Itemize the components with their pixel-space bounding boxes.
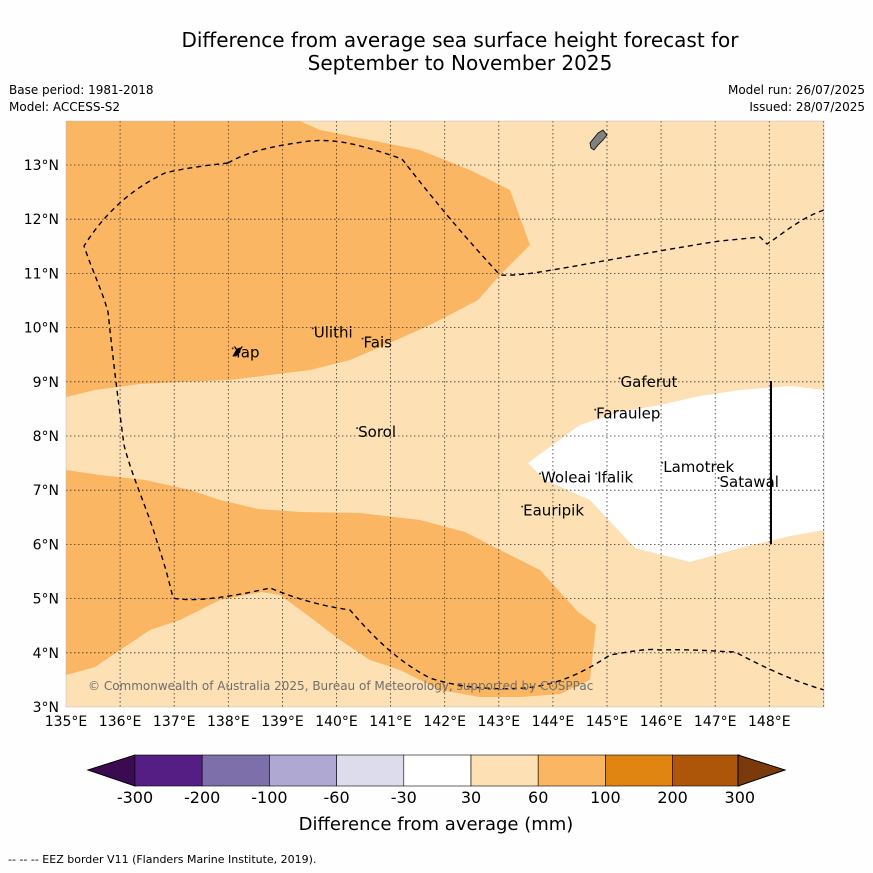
yap-land-shape [232, 347, 241, 357]
colorbar-bin [336, 754, 405, 787]
longitude-label: 136°E [99, 714, 142, 730]
colorbar-bin [201, 754, 270, 787]
colorbar-title: Difference from average (mm) [299, 814, 574, 835]
colorbar-tick-label: 60 [528, 788, 548, 807]
longitude-label: 139°E [261, 714, 304, 730]
colorbar-tick-label: 100 [590, 788, 621, 807]
guam-land-shape [589, 129, 608, 151]
place-label-ifalik: Ifalik [597, 469, 633, 487]
place-label-ulithi: Ulithi [314, 323, 353, 341]
latitude-label: 8°N [33, 429, 59, 445]
latitude-labels: 3°N 4°N 5°N 6°N 7°N 8°N 9°N 10°N 11°N 12°N 13°N [24, 158, 59, 716]
latitude-label: 6°N [33, 537, 59, 553]
colorbar-bin [672, 754, 741, 787]
model-run-date: Model run: 26/07/2025 [727, 83, 865, 97]
place-label-fais: Fais [364, 334, 393, 352]
colorbar-bin [605, 754, 673, 787]
latitude-label: 5°N [33, 592, 59, 608]
place-label-faraulep: Faraulep [596, 405, 660, 423]
latitude-label: 12°N [24, 212, 59, 228]
colorbar-bin [403, 754, 472, 787]
longitude-label: 137°E [153, 714, 196, 730]
colorbar-tick-label: 30 [461, 788, 481, 807]
longitude-label: 148°E [748, 714, 791, 730]
colorbar-extend-high [737, 754, 787, 787]
colorbar-tick-label: -100 [251, 788, 287, 807]
place-label-lamotrek: Lamotrek [663, 458, 734, 476]
colorbar-bin [537, 754, 606, 787]
place-label-sorol: Sorol [358, 423, 396, 441]
longitude-labels: 135°E 136°E 137°E 138°E 139°E 140°E 141°E 142°E… [45, 714, 791, 730]
colorbar-legend: -300 -200 -100 -60 -30 30 60 100 200 300 Differen… [86, 754, 787, 835]
place-label-gaferut: Gaferut [621, 373, 678, 391]
place-labels: Ulithi Fais Yap Gaferut Faraulep Sorol Woleai I… [231, 323, 779, 520]
band-neg30-30-white [528, 386, 824, 562]
longitude-label: 144°E [532, 714, 575, 730]
longitude-label: 140°E [315, 714, 358, 730]
base-period: Base period: 1981-2018 [9, 83, 154, 97]
place-label-eauripik: Eauripik [523, 502, 584, 520]
latitude-label: 4°N [33, 646, 59, 662]
longitude-label: 142°E [423, 714, 466, 730]
latitude-label: 11°N [24, 266, 59, 282]
copyright-notice: © Commonwealth of Australia 2025, Bureau… [88, 679, 593, 693]
longitude-label: 138°E [207, 714, 250, 730]
longitude-label: 135°E [45, 714, 88, 730]
colorbar-tick-labels: -300 -200 -100 -60 -30 30 60 100 200 300 [117, 788, 755, 807]
colorbar-tick-label: -200 [184, 788, 220, 807]
island-marker [361, 337, 364, 340]
island-marker [521, 505, 524, 508]
colorbar-bin [134, 754, 203, 787]
place-label-yap: Yap [233, 343, 260, 361]
island-marker [538, 472, 541, 475]
longitude-label: 146°E [640, 714, 683, 730]
map-title-line2: September to November 2025 [307, 51, 613, 75]
latitude-label: 9°N [33, 375, 59, 391]
latitude-label: 10°N [24, 321, 59, 337]
map-plot-area: Ulithi Fais Yap Gaferut Faraulep Sorol Woleai I… [66, 121, 824, 707]
place-label-satawal: Satawal [720, 473, 779, 491]
longitude-label: 145°E [586, 714, 629, 730]
map-frame [65, 120, 825, 708]
longitude-label: 143°E [478, 714, 521, 730]
longitude-label: 141°E [369, 714, 412, 730]
eez-border-lines [83, 139, 824, 691]
band-60-100-south [66, 470, 596, 697]
colorbar-bins [134, 754, 741, 787]
colorbar-tick-label: -60 [324, 788, 350, 807]
island-marker [595, 472, 598, 475]
colorbar-tick-label: -30 [391, 788, 417, 807]
issued-date: Issued: 28/07/2025 [749, 100, 865, 114]
map-title-line1: Difference from average sea surface heig… [181, 28, 739, 52]
island-marker [231, 347, 234, 350]
colorbar-bin [269, 754, 337, 787]
colorbar-tick-label: 200 [657, 788, 688, 807]
latitude-label: 7°N [33, 483, 59, 499]
eez-border-note: -- -- -- EEZ border V11 (Flanders Marine… [8, 853, 317, 866]
colorbar-tick-label: 300 [725, 788, 756, 807]
island-marker [717, 476, 720, 479]
island-marker [661, 461, 664, 464]
colorbar-bin [470, 754, 539, 787]
island-marker [618, 377, 621, 380]
colorbar-tick-label: -300 [117, 788, 153, 807]
place-label-woleai: Woleai [541, 469, 591, 487]
island-marker [311, 327, 314, 330]
map-gridlines [66, 121, 824, 707]
island-marker [594, 408, 597, 411]
longitude-label: 147°E [694, 714, 737, 730]
island-marker [356, 427, 359, 430]
colorbar-extend-low [86, 754, 136, 787]
latitude-label: 13°N [24, 158, 59, 174]
model-name: Model: ACCESS-S2 [9, 100, 121, 114]
latitude-label: 3°N [33, 700, 59, 716]
